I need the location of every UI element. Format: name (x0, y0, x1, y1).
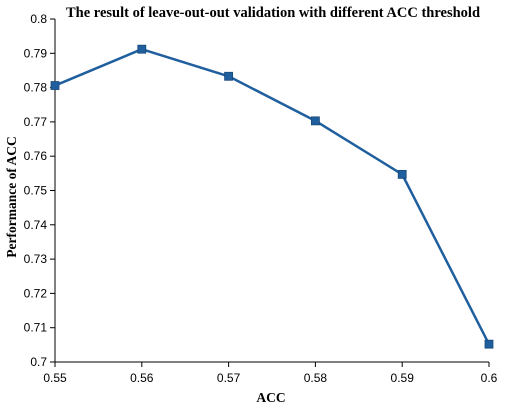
y-tick-label: 0.76 (24, 149, 48, 163)
chart-title: The result of leave-out-out validation w… (66, 5, 480, 21)
y-tick-label: 0.78 (24, 81, 48, 95)
y-axis-label: Performance of ACC (4, 136, 19, 257)
x-tick-label: 0.58 (304, 371, 328, 385)
y-tick-label: 0.73 (24, 252, 48, 266)
data-point-marker (50, 81, 60, 90)
series-group (50, 44, 494, 349)
y-ticks: 0.7 0.71 0.72 0.73 0.74 0.75 0.76 0.77 0.78 0.79 0… (24, 12, 55, 369)
x-tick-label: 0.55 (43, 371, 67, 385)
y-tick-label: 0.75 (24, 184, 48, 198)
data-point-marker (224, 71, 234, 81)
y-tick-label: 0.79 (24, 46, 48, 60)
y-tick-label: 0.71 (24, 321, 48, 335)
data-point-marker (137, 44, 147, 54)
y-tick-label: 0.8 (30, 12, 47, 26)
y-tick-label: 0.77 (24, 115, 48, 129)
data-point-marker (484, 339, 494, 349)
y-tick-label: 0.74 (24, 218, 48, 232)
y-tick-label: 0.72 (24, 286, 48, 300)
series-line (54, 47, 491, 345)
y-tick-label: 0.7 (30, 355, 47, 369)
x-tick-label: 0.59 (391, 371, 415, 385)
x-axis-label: ACC (256, 390, 285, 405)
x-tick-label: 0.57 (217, 371, 241, 385)
data-point-marker (310, 116, 320, 126)
x-tick-label: 0.56 (130, 371, 154, 385)
data-point-marker (397, 169, 407, 179)
x-tick-label: 0.6 (481, 371, 498, 385)
x-ticks: 0.55 0.56 0.57 0.58 0.59 0.6 (43, 362, 498, 385)
